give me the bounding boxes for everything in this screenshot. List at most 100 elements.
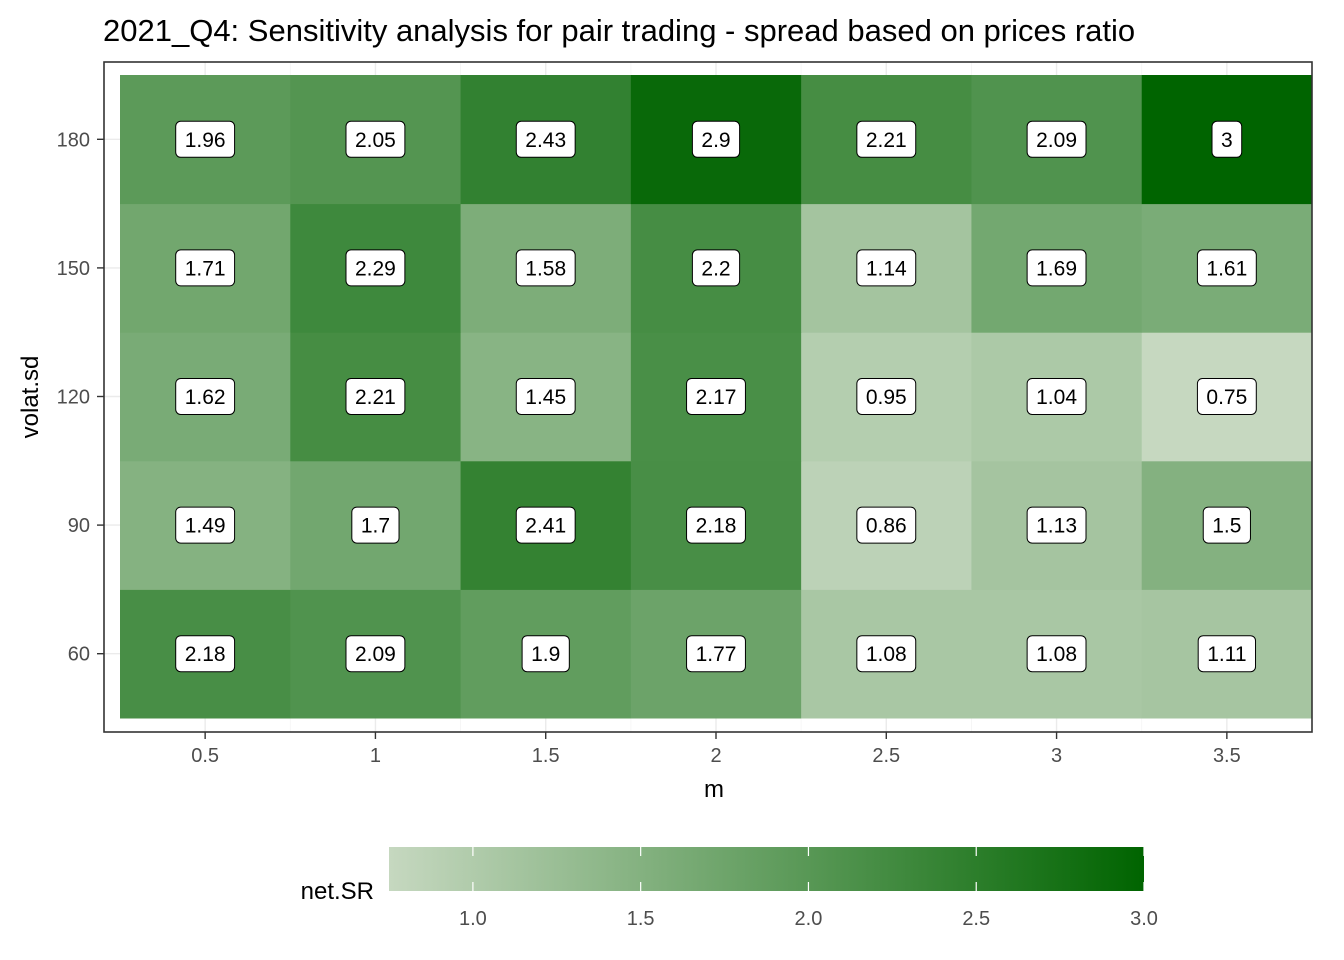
cell-label-box	[856, 378, 917, 415]
x-tick-label: 1	[370, 745, 381, 767]
cell-value-label: 1.04	[1036, 386, 1077, 409]
cell-label-box	[691, 249, 741, 287]
cell-label-group: 1.71	[175, 249, 236, 287]
cell-value-label: 1.08	[866, 643, 907, 666]
cell-label-box	[175, 249, 236, 287]
cell-label-group: 2.09	[1026, 120, 1087, 158]
x-tick-label: 0.5	[191, 745, 219, 767]
cell-label-group: 2.05	[345, 120, 406, 158]
legend-tick-label: 1.5	[627, 908, 655, 930]
cell-label-box	[1196, 249, 1257, 287]
cell-label-group: 2.41	[515, 506, 576, 544]
cell-label-box	[1197, 635, 1257, 673]
legend-tick-label: 1.0	[459, 908, 487, 930]
cell-label-box	[1202, 506, 1251, 544]
cell-label-group: 2.21	[856, 120, 917, 158]
cell-label-group: 0.95	[856, 378, 917, 415]
cell-label-group: 1.5	[1202, 506, 1251, 544]
cell-value-label: 2.05	[355, 129, 396, 152]
cell-label-box	[1026, 120, 1087, 158]
y-tick-label: 60	[68, 644, 90, 666]
legend-tick-label: 2.0	[795, 908, 823, 930]
cell-value-label: 2.09	[355, 643, 396, 666]
cell-label-group: 2.2	[691, 249, 741, 287]
y-tick-label: 120	[57, 387, 90, 409]
cell-value-label: 0.75	[1206, 386, 1247, 409]
cell-label-group: 1.14	[856, 249, 917, 287]
cell-label-box	[856, 635, 917, 673]
cell-label-box	[521, 635, 570, 673]
cell-value-label: 1.62	[185, 386, 226, 409]
cell-value-label: 1.13	[1036, 515, 1077, 538]
chart-title: 2021_Q4: Sensitivity analysis for pair t…	[103, 13, 1135, 48]
cell-label-box	[345, 249, 406, 287]
x-tick-label: 2	[710, 745, 721, 767]
cell-value-label: 0.95	[866, 386, 907, 409]
cell-label-box	[1211, 120, 1243, 158]
legend-colorbar	[389, 847, 1144, 891]
x-tick-label: 1.5	[532, 745, 560, 767]
legend-tick-label: 3.0	[1130, 908, 1158, 930]
x-tick-label: 2.5	[872, 745, 900, 767]
cell-value-label: 2.43	[525, 129, 566, 152]
cell-label-box	[1026, 249, 1087, 287]
cell-value-label: 1.69	[1036, 257, 1077, 280]
cell-label-group: 1.49	[175, 506, 236, 544]
cell-value-label: 1.11	[1207, 643, 1246, 666]
cell-value-label: 2.29	[355, 257, 396, 280]
cell-label-group: 1.08	[1026, 635, 1087, 673]
x-axis: 0.5 1 1.5 2 2.5 3 3.5	[191, 732, 1241, 767]
y-axis-title: volat.sd	[17, 356, 44, 439]
cell-label-group: 2.18	[686, 506, 746, 544]
legend-tick-label: 2.5	[962, 908, 990, 930]
cell-label-box	[1196, 378, 1257, 415]
cell-label-group: 1.04	[1026, 378, 1087, 415]
cell-label-box	[686, 378, 746, 415]
cell-value-label: 1.9	[531, 643, 560, 666]
cell-label-box	[345, 635, 406, 673]
cell-label-box	[175, 635, 236, 673]
cell-value-label: 2.18	[185, 643, 226, 666]
cell-label-box	[345, 378, 406, 415]
cell-label-box	[1026, 378, 1087, 415]
cell-label-box	[175, 506, 236, 544]
cell-value-label: 2.21	[355, 386, 396, 409]
legend-title: net.SR	[301, 878, 374, 905]
cell-label-group: 0.75	[1196, 378, 1257, 415]
cell-label-box	[515, 249, 576, 287]
cell-label-box	[686, 506, 746, 544]
heatmap-cells	[120, 75, 1313, 719]
cell-value-label: 1.71	[185, 257, 226, 280]
cell-label-group: 1.58	[515, 249, 576, 287]
cell-label-group: 2.21	[345, 378, 406, 415]
cell-label-group: 1.45	[515, 378, 576, 415]
cell-label-box	[515, 506, 576, 544]
cell-label-group: 3	[1211, 120, 1243, 158]
cell-label-group: 1.7	[351, 506, 400, 544]
cell-label-group: 1.13	[1026, 506, 1087, 544]
cell-value-label: 2.2	[701, 257, 730, 280]
cell-label-box	[686, 635, 746, 673]
cell-label-box	[345, 120, 406, 158]
x-tick-label: 3.5	[1213, 745, 1241, 767]
cell-label-group: 1.61	[1196, 249, 1257, 287]
cell-label-group: 2.18	[175, 635, 236, 673]
cell-value-label: 1.96	[185, 129, 226, 152]
cell-label-group: 2.17	[686, 378, 746, 415]
legend-ticks: 1.0 1.5 2.0 2.5 3.0	[459, 847, 1158, 930]
y-tick-label: 180	[57, 129, 90, 151]
cell-value-label: 2.41	[525, 515, 566, 538]
cell-value-label: 0.86	[866, 515, 907, 538]
cell-value-label: 2.17	[696, 386, 737, 409]
cell-label-group: 2.09	[345, 635, 406, 673]
cell-label-box	[856, 506, 917, 544]
cell-label-group: 1.08	[856, 635, 917, 673]
cell-label-box	[175, 120, 236, 158]
cell-value-label: 1.7	[361, 515, 390, 538]
cell-label-box	[856, 249, 917, 287]
cell-value-label: 1.58	[525, 257, 566, 280]
cell-label-box	[515, 378, 576, 415]
y-tick-label: 150	[57, 258, 90, 280]
cell-value-label: 1.77	[696, 643, 737, 666]
